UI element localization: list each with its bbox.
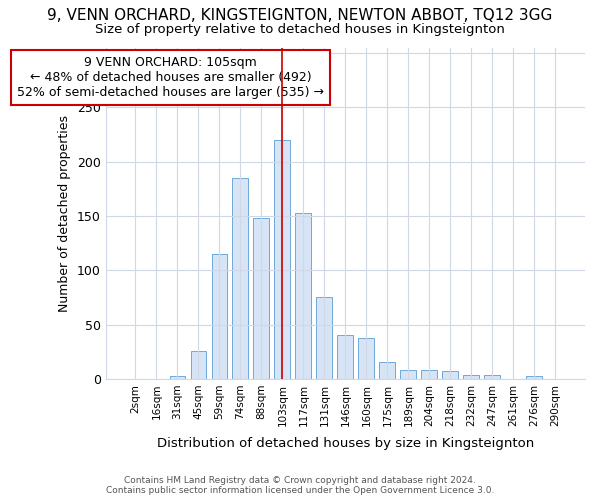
Bar: [253, 218, 269, 379]
Bar: [526, 376, 542, 379]
Bar: [379, 362, 395, 379]
Text: 9, VENN ORCHARD, KINGSTEIGNTON, NEWTON ABBOT, TQ12 3GG: 9, VENN ORCHARD, KINGSTEIGNTON, NEWTON A…: [47, 8, 553, 22]
Bar: [463, 374, 479, 379]
Y-axis label: Number of detached properties: Number of detached properties: [58, 114, 71, 312]
Bar: [337, 336, 353, 379]
Bar: [232, 178, 248, 379]
Bar: [442, 372, 458, 379]
Bar: [421, 370, 437, 379]
Bar: [274, 140, 290, 379]
Text: Size of property relative to detached houses in Kingsteignton: Size of property relative to detached ho…: [95, 22, 505, 36]
Text: 9 VENN ORCHARD: 105sqm
← 48% of detached houses are smaller (492)
52% of semi-de: 9 VENN ORCHARD: 105sqm ← 48% of detached…: [17, 56, 324, 99]
Bar: [191, 350, 206, 379]
Bar: [358, 338, 374, 379]
X-axis label: Distribution of detached houses by size in Kingsteignton: Distribution of detached houses by size …: [157, 437, 534, 450]
Bar: [400, 370, 416, 379]
Text: Contains HM Land Registry data © Crown copyright and database right 2024.
Contai: Contains HM Land Registry data © Crown c…: [106, 476, 494, 495]
Bar: [170, 376, 185, 379]
Bar: [484, 374, 500, 379]
Bar: [212, 254, 227, 379]
Bar: [316, 298, 332, 379]
Bar: [295, 212, 311, 379]
